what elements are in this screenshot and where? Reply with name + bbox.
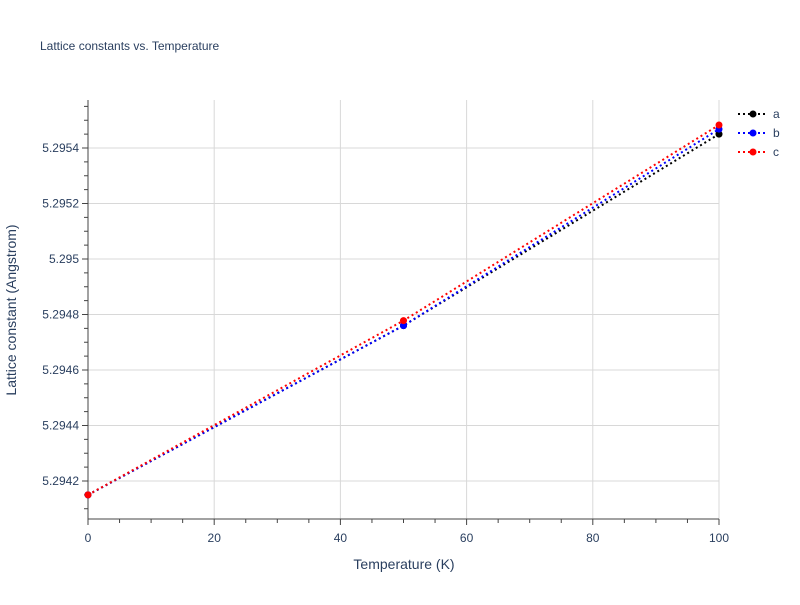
series-line-b	[87, 128, 720, 496]
x-tick-label: 80	[586, 531, 600, 545]
x-tick-label: 40	[334, 531, 348, 545]
chart-title: Lattice constants vs. Temperature	[40, 39, 220, 53]
x-tick-label: 20	[208, 531, 222, 545]
y-tick-label: 5.2948	[42, 307, 79, 321]
legend-label-c: c	[773, 145, 779, 159]
y-tick-label: 5.2944	[42, 418, 79, 432]
x-tick-label: 100	[709, 531, 729, 545]
y-axis-label: Lattice constant (Angstrom)	[3, 224, 19, 395]
y-tick-label: 5.295	[49, 252, 79, 266]
data-point-c	[400, 317, 407, 325]
legend-label-a: a	[773, 107, 780, 121]
legend-marker-b	[749, 129, 757, 137]
x-tick-label: 60	[460, 531, 474, 545]
y-tick-label: 5.2954	[42, 141, 79, 155]
legend-marker-c	[749, 148, 757, 156]
legend-marker-a	[749, 110, 757, 118]
data-point-b	[400, 322, 407, 330]
data-point-a	[715, 130, 723, 138]
data-point-c	[84, 491, 92, 499]
y-tick-label: 5.2942	[42, 474, 79, 488]
x-tick-label: 0	[85, 531, 92, 545]
y-tick-label: 5.2946	[42, 363, 79, 377]
y-tick-label: 5.2952	[42, 197, 79, 211]
legend-label-b: b	[773, 126, 780, 140]
series-line-c	[87, 124, 720, 496]
data-point-c	[715, 121, 723, 129]
x-axis-label: Temperature (K)	[353, 556, 454, 572]
